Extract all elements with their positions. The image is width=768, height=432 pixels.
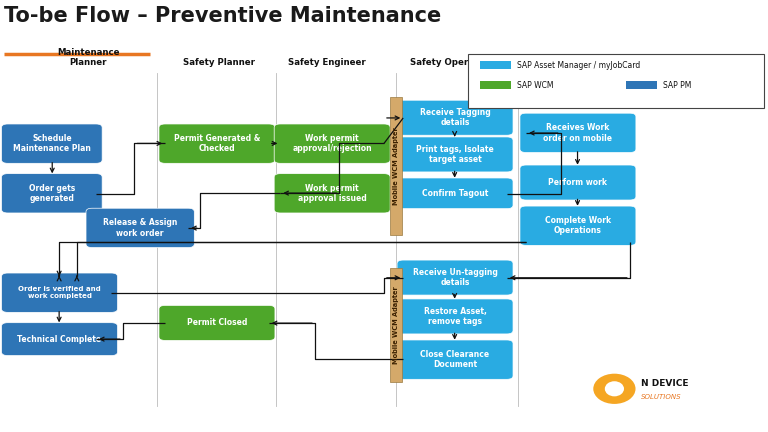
Text: Maintenance
Planner: Maintenance Planner [57, 48, 120, 67]
Text: Work permit
approval issued: Work permit approval issued [298, 184, 366, 203]
Text: Complete Work
Operations: Complete Work Operations [545, 216, 611, 235]
FancyBboxPatch shape [2, 174, 102, 213]
Text: Print tags, Isolate
target asset: Print tags, Isolate target asset [416, 145, 494, 164]
Text: Safety Engineer: Safety Engineer [287, 58, 366, 67]
Text: SOLUTIONS: SOLUTIONS [641, 394, 682, 400]
Text: Close Clearance
Document: Close Clearance Document [420, 350, 490, 369]
FancyBboxPatch shape [520, 206, 636, 245]
FancyBboxPatch shape [390, 268, 402, 382]
FancyBboxPatch shape [480, 61, 511, 69]
FancyBboxPatch shape [2, 273, 118, 312]
Text: Order gets
generated: Order gets generated [28, 184, 75, 203]
Text: SAP PM: SAP PM [663, 81, 691, 89]
FancyBboxPatch shape [397, 299, 513, 334]
FancyBboxPatch shape [480, 81, 511, 89]
FancyBboxPatch shape [626, 81, 657, 89]
Text: SAP WCM: SAP WCM [517, 81, 554, 89]
Text: Restore Asset,
remove tags: Restore Asset, remove tags [424, 307, 486, 326]
FancyBboxPatch shape [468, 54, 764, 108]
Text: Safety Operator: Safety Operator [410, 58, 488, 67]
Text: Permit Generated &
Checked: Permit Generated & Checked [174, 134, 260, 153]
FancyBboxPatch shape [159, 305, 275, 340]
Text: Work permit
approval/rejection: Work permit approval/rejection [293, 134, 372, 153]
Text: Release & Assign
work order: Release & Assign work order [103, 218, 177, 238]
FancyBboxPatch shape [397, 178, 513, 209]
FancyBboxPatch shape [2, 323, 118, 356]
Text: N DEVICE: N DEVICE [641, 379, 689, 388]
Text: Receives Work
order on mobile: Receives Work order on mobile [544, 123, 612, 143]
Ellipse shape [605, 381, 624, 397]
FancyBboxPatch shape [520, 113, 636, 152]
Ellipse shape [594, 374, 636, 404]
FancyBboxPatch shape [397, 260, 513, 295]
FancyBboxPatch shape [274, 174, 390, 213]
Text: SAP Asset Manager / myJobCard: SAP Asset Manager / myJobCard [517, 61, 640, 70]
FancyBboxPatch shape [397, 137, 513, 172]
FancyBboxPatch shape [397, 100, 513, 135]
Text: Mobile WCM Adapter: Mobile WCM Adapter [393, 286, 399, 364]
Text: Technician: Technician [574, 58, 624, 67]
FancyBboxPatch shape [159, 124, 275, 163]
Text: To-be Flow – Preventive Maintenance: To-be Flow – Preventive Maintenance [4, 6, 441, 26]
Text: Perform work: Perform work [548, 178, 607, 187]
FancyBboxPatch shape [397, 340, 513, 379]
FancyBboxPatch shape [520, 165, 636, 200]
Text: Safety Planner: Safety Planner [183, 58, 255, 67]
FancyBboxPatch shape [2, 124, 102, 163]
Text: Receive Tagging
details: Receive Tagging details [419, 108, 491, 127]
Text: Permit Closed: Permit Closed [187, 318, 247, 327]
Text: Receive Un-tagging
details: Receive Un-tagging details [412, 268, 498, 287]
FancyBboxPatch shape [86, 208, 194, 248]
Text: Technical Complete: Technical Complete [18, 335, 101, 343]
FancyBboxPatch shape [390, 97, 402, 235]
Text: Order is verified and
work completed: Order is verified and work completed [18, 286, 101, 299]
FancyBboxPatch shape [274, 124, 390, 163]
Text: Confirm Tagout: Confirm Tagout [422, 189, 488, 198]
Text: Mobile WCM Adapter: Mobile WCM Adapter [393, 127, 399, 205]
Text: Schedule
Maintenance Plan: Schedule Maintenance Plan [13, 134, 91, 153]
